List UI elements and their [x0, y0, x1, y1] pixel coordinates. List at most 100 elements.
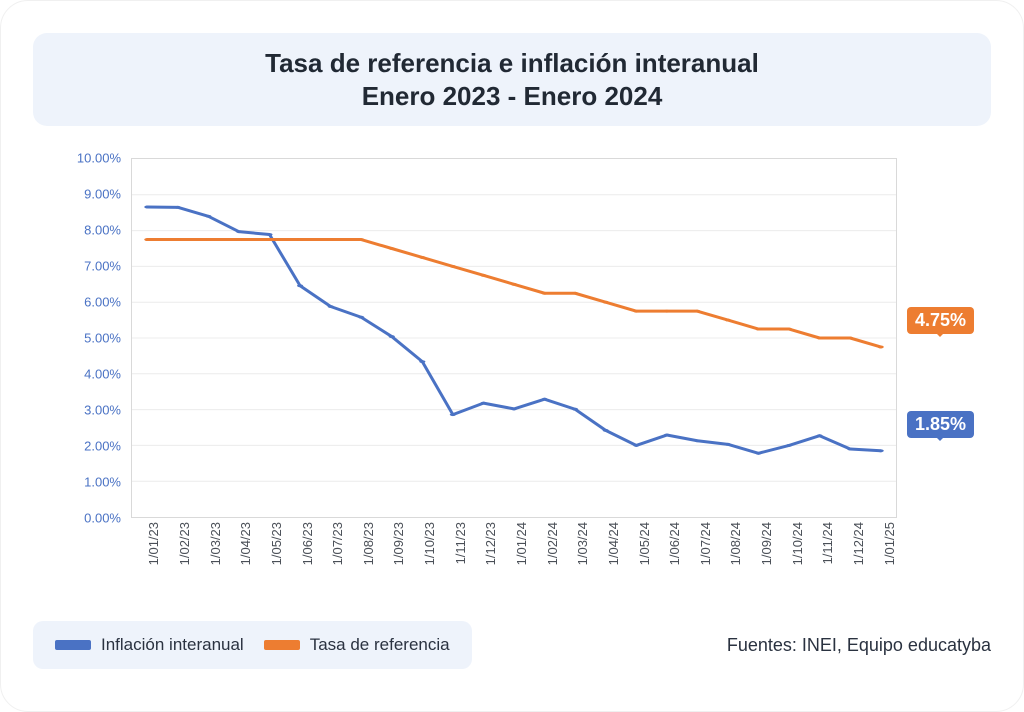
series-marker [328, 238, 334, 241]
value-callout: 4.75% [907, 307, 974, 334]
series-marker [694, 310, 700, 313]
series-marker [664, 434, 670, 437]
series-marker [419, 360, 425, 363]
footer-row: Inflación interanual Tasa de referencia F… [33, 621, 991, 669]
series-marker [236, 230, 242, 233]
chart-title-line2: Enero 2023 - Enero 2024 [362, 81, 663, 111]
series-marker [389, 335, 395, 338]
x-tick-label: 1/02/24 [545, 522, 560, 565]
chart-card: Tasa de referencia e inflación interanua… [0, 0, 1024, 712]
series-marker [175, 238, 181, 241]
x-tick-label: 1/05/23 [269, 522, 284, 565]
x-tick-label: 1/10/24 [790, 522, 805, 565]
series-marker [786, 328, 792, 331]
x-tick-label: 1/04/23 [238, 522, 253, 565]
series-marker [755, 328, 761, 331]
x-tick-label: 1/01/23 [146, 522, 161, 565]
y-tick-label: 6.00% [84, 295, 121, 310]
legend-swatch [264, 640, 300, 650]
y-tick-label: 7.00% [84, 259, 121, 274]
series-marker [725, 443, 731, 446]
series-marker [266, 238, 272, 241]
x-tick-label: 1/12/24 [851, 522, 866, 565]
series-marker [755, 452, 761, 455]
x-tick-label: 1/08/24 [728, 522, 743, 565]
x-tick-label: 1/09/24 [759, 522, 774, 565]
y-tick-label: 10.00% [77, 151, 121, 166]
series-marker [236, 238, 242, 241]
series-layer [132, 159, 896, 517]
x-tick-label: 1/06/24 [667, 522, 682, 565]
series-marker [297, 238, 303, 241]
y-tick-label: 0.00% [84, 511, 121, 526]
series-marker [542, 292, 548, 295]
series-marker [144, 206, 150, 209]
series-marker [694, 439, 700, 442]
plot-area: 1.85%4.75% [131, 158, 897, 518]
series-line-1 [147, 240, 880, 347]
x-tick-label: 1/12/23 [483, 522, 498, 565]
y-tick-label: 2.00% [84, 439, 121, 454]
series-marker [266, 233, 272, 236]
legend-label: Inflación interanual [101, 635, 244, 655]
series-marker [725, 319, 731, 322]
series-marker [664, 310, 670, 313]
legend-item: Tasa de referencia [264, 635, 450, 655]
x-tick-label: 1/03/24 [575, 522, 590, 565]
legend-swatch [55, 640, 91, 650]
x-tick-label: 1/09/23 [391, 522, 406, 565]
y-tick-label: 3.00% [84, 403, 121, 418]
series-marker [603, 301, 609, 304]
x-tick-label: 1/08/23 [361, 522, 376, 565]
y-tick-label: 8.00% [84, 223, 121, 238]
x-tick-label: 1/11/23 [453, 522, 468, 564]
y-tick-label: 5.00% [84, 331, 121, 346]
chart-title: Tasa de referencia e inflación interanua… [53, 47, 971, 112]
sources-text: Fuentes: INEI, Equipo educatyba [727, 635, 991, 656]
series-marker [603, 429, 609, 432]
x-tick-label: 1/10/23 [422, 522, 437, 565]
series-marker [817, 434, 823, 437]
series-marker [633, 310, 639, 313]
series-marker [175, 206, 181, 209]
x-tick-label: 1/11/24 [820, 522, 835, 564]
series-marker [542, 398, 548, 401]
series-marker [847, 448, 853, 451]
series-marker [297, 284, 303, 287]
series-marker [144, 238, 150, 241]
series-marker [480, 274, 486, 277]
series-marker [878, 346, 884, 349]
x-tick-label: 1/03/23 [208, 522, 223, 565]
series-marker [358, 238, 364, 241]
legend: Inflación interanual Tasa de referencia [33, 621, 472, 669]
series-marker [511, 407, 517, 410]
series-marker [358, 316, 364, 319]
y-axis: 0.00%1.00%2.00%3.00%4.00%5.00%6.00%7.00%… [53, 158, 127, 518]
series-marker [480, 402, 486, 405]
series-marker [328, 305, 334, 308]
x-axis: 1/01/23 1/02/23 1/03/23 1/04/23 1/05/23 1/06/… [131, 522, 897, 598]
series-marker [572, 408, 578, 411]
y-tick-label: 1.00% [84, 475, 121, 490]
series-marker [450, 265, 456, 268]
x-tick-label: 1/04/24 [606, 522, 621, 565]
chart-title-line1: Tasa de referencia e inflación interanua… [265, 48, 759, 78]
series-marker [389, 247, 395, 250]
x-tick-label: 1/02/23 [177, 522, 192, 565]
series-marker [878, 449, 884, 452]
x-tick-label: 1/07/24 [698, 522, 713, 565]
legend-item: Inflación interanual [55, 635, 244, 655]
series-marker [633, 444, 639, 447]
x-tick-label: 1/05/24 [637, 522, 652, 565]
series-marker [205, 215, 211, 218]
series-marker [511, 283, 517, 286]
value-callout: 1.85% [907, 411, 974, 438]
series-marker [419, 256, 425, 259]
series-marker [450, 413, 456, 416]
series-marker [205, 238, 211, 241]
y-tick-label: 9.00% [84, 187, 121, 202]
y-tick-label: 4.00% [84, 367, 121, 382]
chart-area: 0.00%1.00%2.00%3.00%4.00%5.00%6.00%7.00%… [53, 158, 983, 518]
legend-label: Tasa de referencia [310, 635, 450, 655]
series-marker [572, 292, 578, 295]
